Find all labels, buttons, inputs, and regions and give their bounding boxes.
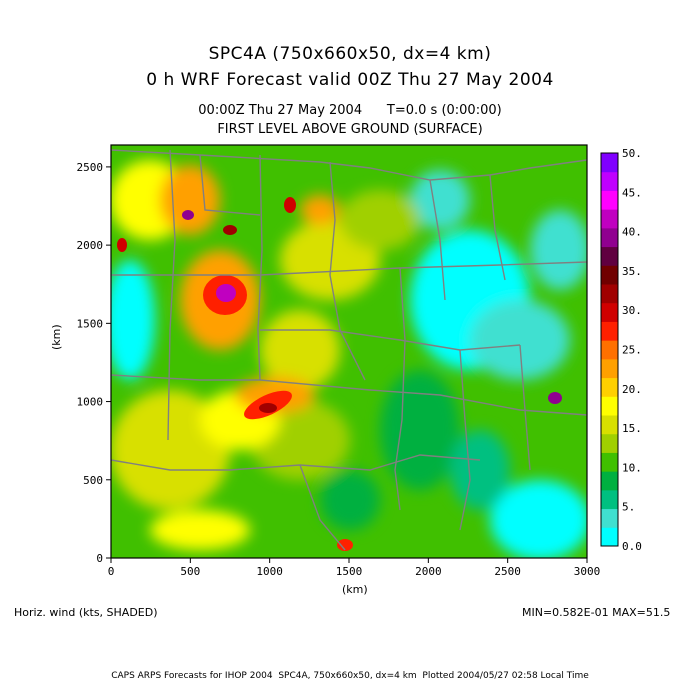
min-max-stats: MIN=0.582E-01 MAX=51.5 <box>522 606 671 619</box>
colorbar-segment <box>601 471 618 491</box>
x-tick-label: 0 <box>108 565 115 578</box>
level-line: FIRST LEVEL ABOVE GROUND (SURFACE) <box>217 122 483 137</box>
core-east <box>548 392 562 404</box>
state-boundaries <box>111 149 587 551</box>
colorbar-label: 0.0 <box>622 540 642 553</box>
time-line: 00:00Z Thu 27 May 2004 T=0.0 s (0:00:00) <box>198 103 502 118</box>
y-tick-label: 500 <box>83 474 103 487</box>
y-axis: 0 500 1000 1500 2000 2500 <box>77 161 111 565</box>
core-west-edge <box>117 238 127 252</box>
y-tick-label: 2000 <box>77 239 104 252</box>
colorbar-segment <box>601 171 618 191</box>
colorbar-label: 10. <box>622 461 642 474</box>
core-oklahoma-dark <box>259 403 277 413</box>
colorbar-segment <box>601 508 618 528</box>
field-description: Horiz. wind (kts, SHADED) <box>14 606 158 619</box>
colorbar-segment <box>601 377 618 397</box>
colorbar: 0.0 5. 10. 15. 20. 25. 30. 35. 40. 45. 50. <box>600 147 642 553</box>
colorbar-label: 5. <box>622 501 635 514</box>
colorbar-label: 40. <box>622 226 642 239</box>
x-tick-label: 500 <box>180 565 200 578</box>
colorbar-label: 25. <box>622 344 642 357</box>
colorbar-segment <box>601 265 618 285</box>
colorbar-segment <box>601 209 618 229</box>
colorbar-segment <box>601 153 618 173</box>
footer-credit: CAPS ARPS Forecasts for IHOP 2004 SPC4A,… <box>111 671 589 681</box>
colorbar-segment <box>601 227 618 248</box>
x-tick-label: 2000 <box>415 565 442 578</box>
core-montana-2 <box>223 225 237 235</box>
y-tick-label: 2500 <box>77 161 104 174</box>
colorbar-segment <box>601 358 618 379</box>
x-tick-label: 3000 <box>574 565 601 578</box>
colorbar-segment <box>601 302 618 322</box>
y-axis-label: (km) <box>50 324 63 350</box>
colorbar-segment <box>601 489 618 510</box>
core-dakota <box>284 197 296 213</box>
colorbar-label: 30. <box>622 304 642 317</box>
colorbar-label: 45. <box>622 186 642 199</box>
x-axis-label: (km) <box>342 583 368 596</box>
colorbar-segment <box>601 452 618 472</box>
colorbar-segment <box>601 340 618 360</box>
colorbar-label: 20. <box>622 383 642 396</box>
core-montana <box>182 210 194 220</box>
colorbar-segment <box>601 433 618 453</box>
colorbar-label: 35. <box>622 265 642 278</box>
y-tick-label: 0 <box>96 552 103 565</box>
x-tick-label: 1500 <box>336 565 363 578</box>
x-tick-label: 2500 <box>494 565 521 578</box>
colorbar-frame <box>600 152 619 547</box>
colorbar-segment <box>601 527 618 547</box>
y-tick-label: 1000 <box>77 396 104 409</box>
title-line-2: 0 h WRF Forecast valid 00Z Thu 27 May 20… <box>146 70 554 90</box>
colorbar-segment <box>601 321 618 341</box>
max-core-colorado <box>216 284 236 302</box>
colorbar-segment <box>601 284 618 304</box>
y-tick-label: 1500 <box>77 317 104 330</box>
colorbar-segment <box>601 246 618 266</box>
wind-field <box>111 145 587 558</box>
x-tick-label: 1000 <box>256 565 283 578</box>
colorbar-label: 50. <box>622 147 642 160</box>
colorbar-label: 15. <box>622 422 642 435</box>
colorbar-segment <box>601 415 618 435</box>
x-axis: 0 500 1000 1500 2000 2500 3000 <box>108 558 601 578</box>
colorbar-segment <box>601 190 618 210</box>
title-line-1: SPC4A (750x660x50, dx=4 km) <box>208 44 492 64</box>
colorbar-segment <box>601 396 618 416</box>
core-texas <box>337 539 353 551</box>
